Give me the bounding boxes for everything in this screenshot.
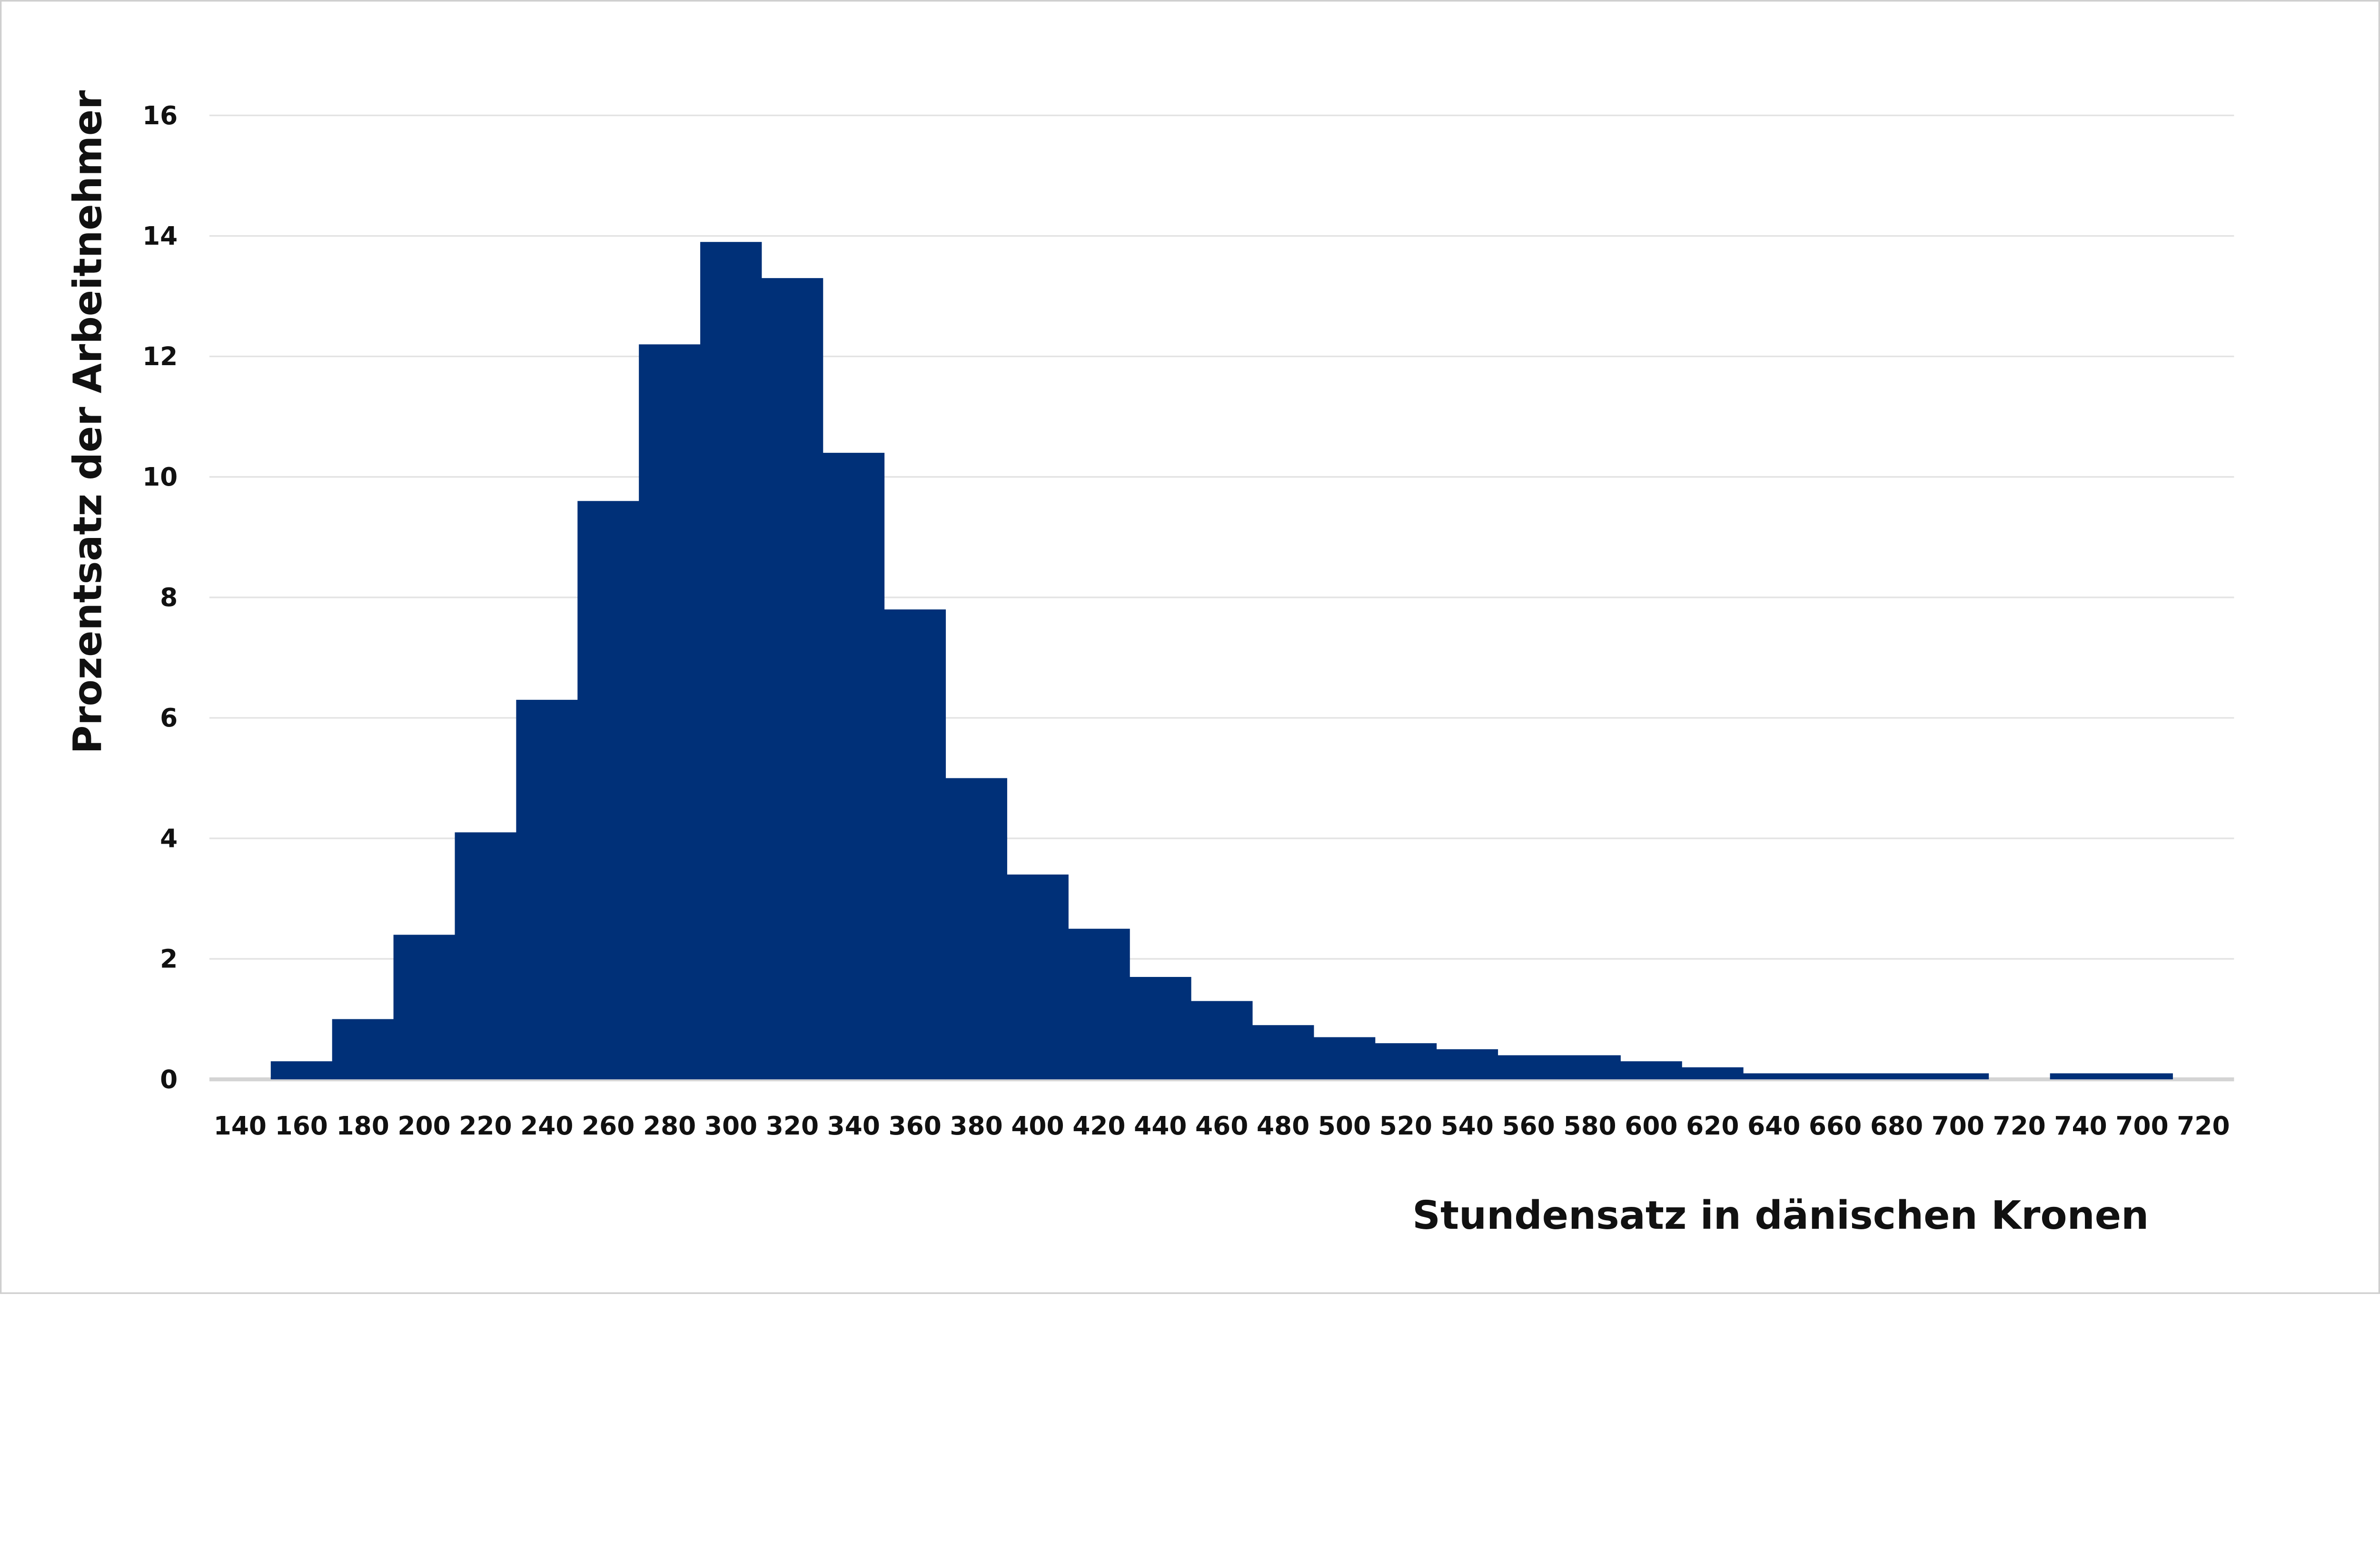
x-tick-label: 560	[1502, 1111, 1555, 1141]
bar	[2111, 1073, 2173, 1080]
bar	[2050, 1073, 2112, 1080]
bar	[823, 453, 885, 1080]
x-axis-title: Stundensatz in dänischen Kronen	[1412, 1193, 2149, 1238]
x-tick-label: 660	[1809, 1111, 1862, 1141]
bar	[1007, 874, 1069, 1080]
y-tick-label: 4	[160, 824, 178, 853]
x-tick-label: 520	[1379, 1111, 1432, 1141]
x-tick-label: 620	[1686, 1111, 1739, 1141]
y-tick-label: 6	[160, 703, 178, 733]
bar	[516, 699, 578, 1080]
bar	[761, 278, 823, 1080]
bar	[332, 1019, 394, 1080]
x-tick-label: 720	[2177, 1111, 2230, 1141]
y-tick-label: 8	[160, 583, 178, 612]
x-tick-label: 140	[214, 1111, 267, 1141]
bar	[1313, 1037, 1376, 1080]
x-tick-label: 500	[1318, 1111, 1371, 1141]
y-tick-label: 2	[160, 944, 178, 974]
bar	[1805, 1073, 1866, 1080]
x-tick-label: 720	[1993, 1111, 2046, 1141]
x-tick-label: 300	[704, 1111, 757, 1141]
bar	[577, 501, 639, 1080]
bar	[700, 242, 762, 1080]
y-tick-label: 16	[142, 101, 178, 130]
x-tick-label: 340	[827, 1111, 880, 1141]
x-tick-label: 240	[520, 1111, 573, 1141]
x-tick-label: 700	[2115, 1111, 2168, 1141]
x-tick-label: 540	[1441, 1111, 1494, 1141]
x-tick-label: 400	[1011, 1111, 1064, 1141]
x-tick-label: 200	[397, 1111, 450, 1141]
x-tick-label: 580	[1563, 1111, 1616, 1141]
bar	[1130, 976, 1191, 1080]
x-tick-label: 480	[1257, 1111, 1309, 1141]
bar	[639, 344, 701, 1080]
x-tick-label: 360	[889, 1111, 942, 1141]
bar	[455, 832, 516, 1080]
bar	[1375, 1043, 1437, 1080]
x-tick-label: 220	[459, 1111, 512, 1141]
x-tick-label: 440	[1134, 1111, 1187, 1141]
bar	[1743, 1073, 1805, 1080]
y-axis-title: Prozentsatz der Arbeitnehmer	[65, 90, 110, 754]
bar	[945, 778, 1007, 1080]
x-axis-ticks: 140 160 180 200 220 240 260 280 300 320 340 360 380 4…	[214, 1111, 2230, 1141]
bar	[1620, 1061, 1682, 1080]
bars	[270, 242, 2173, 1080]
bar	[1497, 1055, 1559, 1080]
bar	[1559, 1055, 1621, 1080]
bar	[1191, 1001, 1253, 1080]
x-tick-label: 460	[1195, 1111, 1248, 1141]
chart-border	[0, 0, 2380, 1294]
x-tick-label: 640	[1747, 1111, 1800, 1141]
x-tick-label: 740	[2054, 1111, 2107, 1141]
y-axis-ticks: 0 2 4 6 8 10 12 14 16	[142, 101, 178, 1095]
x-tick-label: 260	[582, 1111, 635, 1141]
bar	[1682, 1067, 1744, 1080]
bar	[1866, 1073, 1928, 1080]
bar	[1252, 1025, 1314, 1080]
x-tick-label: 420	[1072, 1111, 1125, 1141]
bar	[1068, 928, 1130, 1080]
bar	[393, 935, 455, 1080]
x-tick-label: 700	[1932, 1111, 1984, 1141]
histogram-chart: 0 2 4 6 8 10 12 14 16 140 160 180 200 220 240 260 280 30…	[0, 0, 2380, 1294]
y-tick-label: 14	[142, 221, 178, 251]
x-tick-label: 180	[337, 1111, 389, 1141]
bar	[884, 609, 946, 1080]
y-tick-label: 12	[142, 342, 178, 371]
x-tick-label: 160	[275, 1111, 328, 1141]
x-tick-label: 320	[766, 1111, 819, 1141]
bar	[1927, 1073, 1989, 1080]
x-tick-label: 280	[643, 1111, 696, 1141]
bar	[270, 1061, 333, 1080]
y-tick-label: 0	[160, 1065, 178, 1094]
y-tick-label: 10	[142, 462, 178, 492]
x-tick-label: 680	[1870, 1111, 1923, 1141]
x-tick-label: 600	[1625, 1111, 1677, 1141]
x-tick-label: 380	[950, 1111, 1002, 1141]
bar	[1436, 1049, 1498, 1080]
